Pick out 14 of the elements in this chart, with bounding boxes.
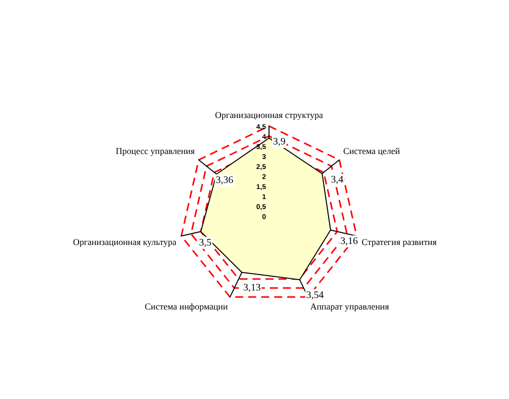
- data-label: 3,36: [216, 175, 234, 186]
- spoke-label: Аппарат управления: [310, 301, 389, 312]
- spoke-label: Процесс управления: [116, 146, 195, 156]
- data-label: 3,5: [198, 238, 212, 249]
- data-label: 3,9: [273, 136, 286, 148]
- spoke-label: Система информации: [144, 301, 228, 312]
- data-label: 3,16: [340, 236, 358, 248]
- spoke-label: Организационная культура: [72, 236, 176, 247]
- data-label: 3,13: [243, 282, 261, 294]
- data-label: 3,54: [306, 290, 324, 301]
- spoke-label: Система целей: [343, 146, 400, 156]
- spoke-label: Стратегия развития: [362, 236, 437, 247]
- spoke-label: Организационная структура: [215, 110, 324, 120]
- data-label: 3,4: [330, 174, 344, 186]
